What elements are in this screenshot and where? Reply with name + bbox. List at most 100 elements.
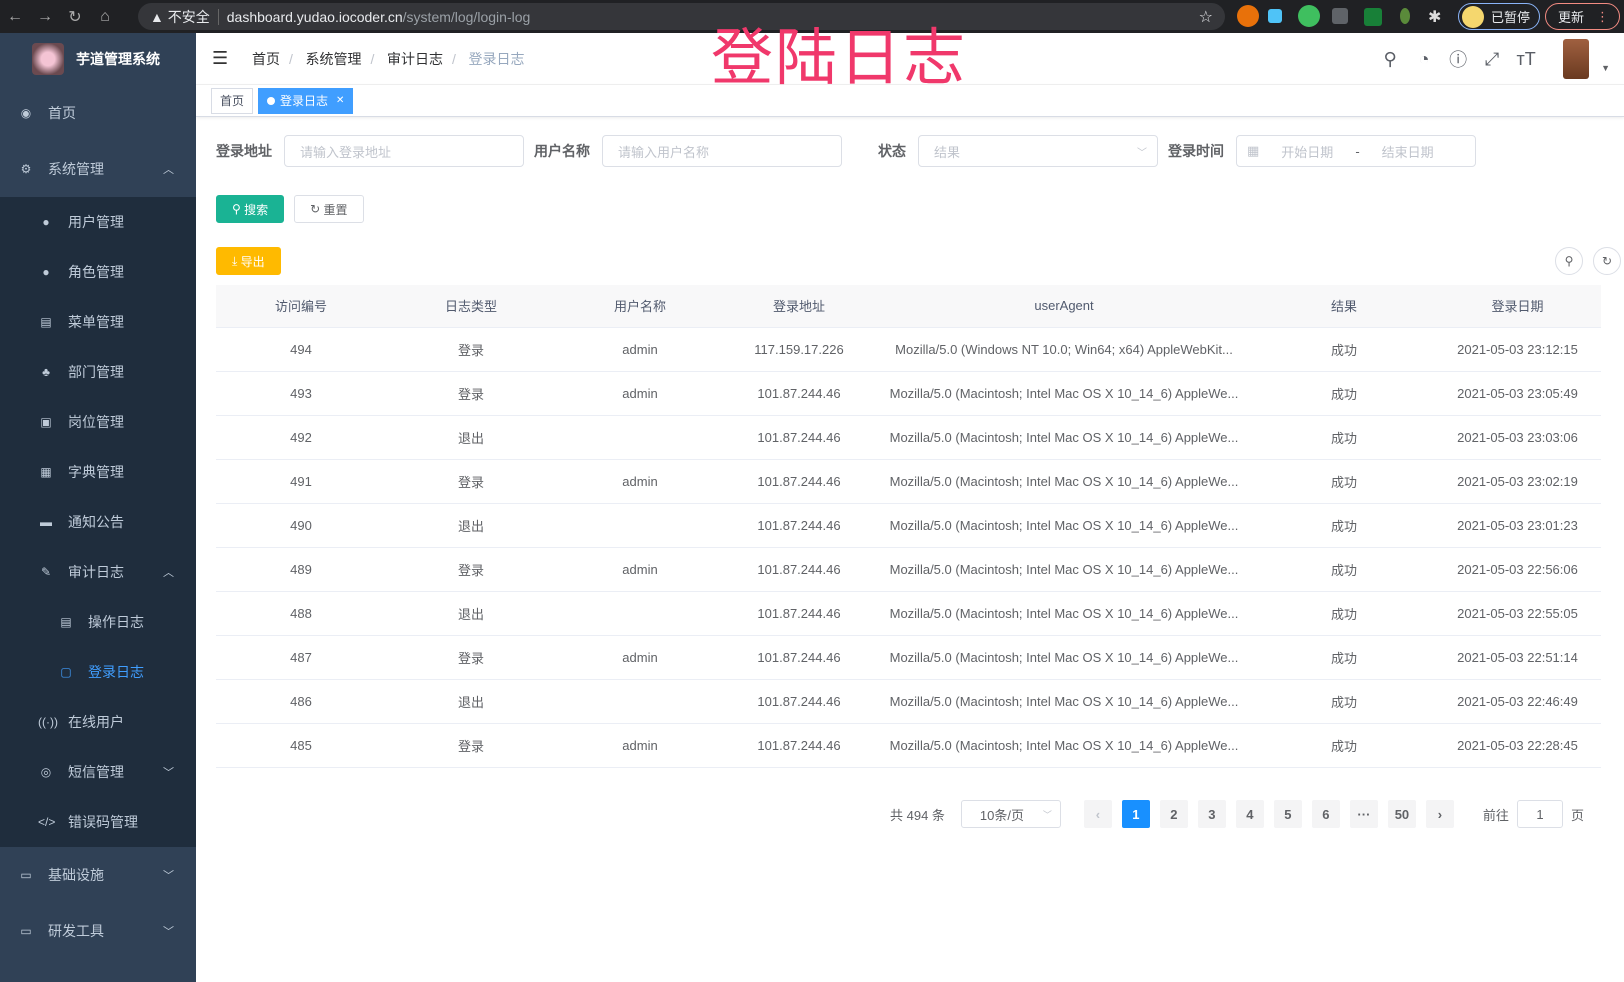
logo[interactable]: 芋道管理系统 [0,33,196,85]
font-size-icon[interactable]: ᴛT [1516,48,1536,69]
url-host: dashboard.yudao.iocoder.cn [226,8,403,25]
sidebar-item-user[interactable]: ● 用户管理 [0,197,196,247]
extension-icon[interactable] [1400,8,1410,24]
page-button[interactable]: 5 [1273,800,1302,828]
placeholder: 开始日期 [1281,144,1334,160]
label: 重置 [323,202,348,217]
extension-icon[interactable] [1237,5,1259,27]
sidebar-item-home[interactable]: ◉ 首页 [0,85,196,141]
page-button[interactable]: 50 [1387,800,1416,828]
search-button[interactable]: ⚲ 搜索 [216,195,285,223]
form-icon: ▤ [60,615,72,629]
extension-icon[interactable] [1332,8,1348,24]
table-row[interactable]: 489 登录 admin 101.87.244.46 Mozilla/5.0 (Maci… [216,547,1601,592]
table-cell: admin [556,635,724,680]
label: 系统管理 [48,161,104,177]
refresh-button[interactable]: ↻ [1593,247,1621,275]
github-icon[interactable]: ◔ [1418,48,1430,69]
caret-down-icon[interactable]: ▼ [1601,63,1610,73]
extension-icon[interactable] [1268,9,1282,23]
table-cell: admin [556,723,724,768]
page-button[interactable]: 4 [1235,800,1264,828]
sidebar-item-dept[interactable]: ♣ 部门管理 [0,347,196,397]
label: 部门管理 [68,364,124,380]
label: 短信管理 [68,764,124,780]
sidebar-item-role[interactable]: ● 角色管理 [0,247,196,297]
search-icon[interactable]: ⚲ [1383,48,1397,69]
next-page-button[interactable]: › [1425,800,1454,828]
page-button[interactable]: ··· [1349,800,1378,828]
tab-login-log[interactable]: 登录日志 ✕ [258,87,354,114]
page-button[interactable]: 2 [1159,800,1188,828]
question-icon[interactable]: ⓘ [1449,50,1468,70]
table-row[interactable]: 485 登录 admin 101.87.244.46 Mozilla/5.0 (Maci… [216,723,1601,768]
table-cell: 成功 [1254,503,1434,548]
sidebar-item-error-code[interactable]: </> 错误码管理 [0,797,196,847]
close-icon[interactable]: ✕ [336,95,345,106]
table-cell: 2021-05-03 22:46:49 [1434,679,1601,724]
page-button[interactable]: 1 [1121,800,1150,828]
sidebar-item-login-log[interactable]: ▢ 登录日志 [0,647,196,697]
table-row[interactable]: 490 退出 101.87.244.46 Mozilla/5.0 (Macintosh… [216,503,1601,548]
sidebar-item-menu[interactable]: ▤ 菜单管理 [0,297,196,347]
star-icon[interactable]: ☆ [1198,8,1213,26]
breadcrumb-item[interactable]: 审计日志 [387,50,444,67]
table-row[interactable]: 492 退出 101.87.244.46 Mozilla/5.0 (Macintosh… [216,415,1601,460]
page-button[interactable]: 3 [1197,800,1226,828]
sidebar-item-dev-tools[interactable]: ▭ 研发工具 ﹀ [0,903,196,959]
address-bar[interactable]: ▲ 不安全 dashboard.yudao.iocoder.cn/system/… [138,3,1225,30]
table-cell: 2021-05-03 23:01:23 [1434,503,1601,548]
hamburger-icon[interactable]: ☰ [212,48,229,68]
username-input[interactable]: 请输入用户名称 [602,135,842,167]
date-range-picker[interactable]: ▦ 开始日期 - 结束日期 [1236,135,1476,167]
export-button[interactable]: ⤓ 导出 [216,247,281,275]
page-button[interactable]: 6 [1311,800,1340,828]
page-suffix: 页 [1570,807,1584,823]
page-size-select[interactable]: 10条/页 ﹀ [960,800,1061,828]
sidebar-item-notice[interactable]: ▬ 通知公告 [0,497,196,547]
table-cell: 登录 [386,723,556,768]
sidebar-item-operate-log[interactable]: ▤ 操作日志 [0,597,196,647]
puzzle-icon[interactable]: ✱ [1428,9,1442,26]
sidebar-item-dict[interactable]: ▦ 字典管理 [0,447,196,497]
prev-page-button[interactable]: ‹ [1083,800,1112,828]
sidebar-item-system[interactable]: ⚙ 系统管理 ︿ [0,141,196,197]
sidebar-item-online-user[interactable]: ((·)) 在线用户 [0,697,196,747]
table-cell [556,591,724,636]
sidebar: 芋道管理系统 ◉ 首页 ⚙ 系统管理 ︿ ● 用户管理 ● 角色管理 ▤ 菜单管理 ♣ 部门管… [0,33,196,982]
table-cell: Mozilla/5.0 (Macintosh; Intel Mac OS X 1… [874,635,1254,680]
status-select[interactable]: 结果 ﹀ [918,135,1158,167]
sidebar-item-infra[interactable]: ▭ 基础设施 ﹀ [0,847,196,903]
back-icon[interactable]: ← [7,7,23,25]
update-button[interactable]: 更新 ⋮ [1545,3,1620,30]
addr-input[interactable]: 请输入登录地址 [284,135,524,167]
home-icon[interactable]: ⌂ [100,7,110,25]
table-cell: Mozilla/5.0 (Windows NT 10.0; Win64; x64… [874,327,1254,372]
dict-icon: ▦ [40,465,52,479]
table-row[interactable]: 493 登录 admin 101.87.244.46 Mozilla/5.0 (Maci… [216,371,1601,416]
table-cell: 2021-05-03 23:02:19 [1434,459,1601,504]
extension-icon[interactable] [1364,8,1382,26]
table-row[interactable]: 487 登录 admin 101.87.244.46 Mozilla/5.0 (Maci… [216,635,1601,680]
table-row[interactable]: 494 登录 admin 117.159.17.226 Mozilla/5.0 (Win… [216,327,1601,372]
label: 操作日志 [88,614,144,630]
table-row[interactable]: 491 登录 admin 101.87.244.46 Mozilla/5.0 (Maci… [216,459,1601,504]
profile-button[interactable]: 已暂停 [1458,3,1540,30]
avatar[interactable] [1563,39,1590,79]
extension-icon[interactable] [1298,5,1320,27]
table-cell: 退出 [386,415,556,460]
breadcrumb-item[interactable]: 首页 [252,50,280,67]
tab-home[interactable]: 首页 [211,87,254,114]
table-row[interactable]: 488 退出 101.87.244.46 Mozilla/5.0 (Macintosh… [216,591,1601,636]
reload-icon[interactable]: ↻ [68,8,82,26]
sidebar-item-sms[interactable]: ◎ 短信管理 ﹀ [0,747,196,797]
reset-button[interactable]: ↻ 重置 [294,195,364,223]
sidebar-item-audit-log[interactable]: ✎ 审计日志 ︿ [0,547,196,597]
breadcrumb-item[interactable]: 系统管理 [305,50,362,67]
table-row[interactable]: 486 退出 101.87.244.46 Mozilla/5.0 (Macintosh… [216,679,1601,724]
toggle-search-button[interactable]: ⚲ [1555,247,1583,275]
goto-page-input[interactable]: 1 [1516,800,1563,828]
sidebar-item-post[interactable]: ▣ 岗位管理 [0,397,196,447]
forward-icon[interactable]: → [37,7,53,25]
fullscreen-icon[interactable]: ⤢ [1484,48,1500,69]
